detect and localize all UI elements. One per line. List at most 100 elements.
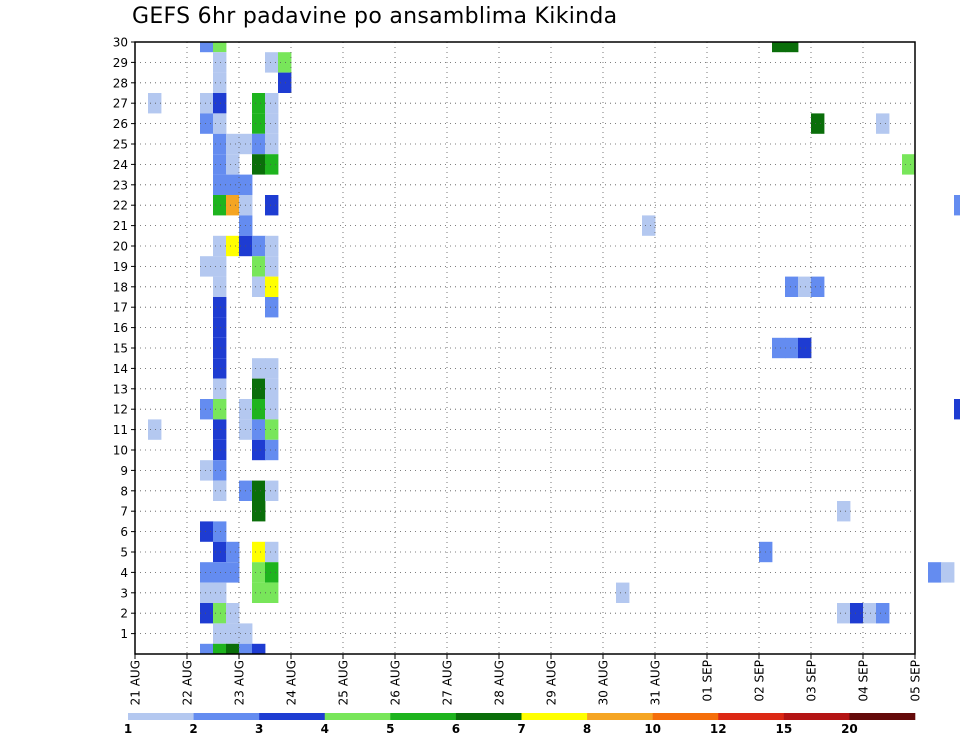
heatmap-cell [785,337,799,359]
x-tick-label: 25 AUG [337,660,351,705]
legend-swatch [390,713,457,720]
heatmap-cell [213,562,227,583]
heatmap-cell [252,93,266,114]
heatmap-cell [265,133,279,155]
heatmap-cell [252,358,266,379]
heatmap-cell [239,643,253,654]
heatmap-cell [213,174,227,195]
heatmap-cell [226,623,240,644]
heatmap-cell [226,643,240,654]
x-tick-label: 05 SEP [909,660,923,702]
y-tick-label: 24 [113,158,128,172]
heatmap-cell [213,317,227,338]
heatmap-cell [798,337,812,359]
heatmap-cell [278,52,292,73]
heatmap-cell [213,419,227,440]
heatmap-cell [265,562,279,583]
heatmap-cell [213,195,227,216]
color-legend: 1 2 3 4 5 6 7 8 10 12 15 20 [124,713,916,736]
heatmap-cell [213,399,227,420]
y-tick-label: 25 [113,138,128,152]
y-tick-label: 30 [113,36,128,50]
heatmap-cell [213,439,227,461]
heatmap-cell [941,562,955,583]
y-tick-label: 8 [120,484,128,498]
y-tick-label: 27 [113,97,128,111]
legend-label: 6 [452,722,460,736]
y-tick-label: 26 [113,117,128,131]
heatmap-cell [213,337,227,359]
y-tick-label: 21 [113,219,128,233]
heatmap-cell [200,399,214,420]
heatmap-cell [278,72,292,93]
heatmap-cell [252,113,266,134]
x-ticks-layer: 21 AUG 22 AUG 23 AUG 24 AUG 25 AUG 26 AUG 27 A… [129,654,923,705]
legend-swatch [587,713,653,720]
legend-swatch [455,713,522,720]
heatmap-cell [265,399,279,420]
y-tick-label: 3 [120,586,128,600]
y-tick-label: 2 [120,607,128,621]
heatmap-cell [928,562,942,583]
legend-swatch [193,713,260,720]
heatmap-cell [213,52,227,73]
heatmap-cell [200,603,214,624]
legend-swatch [259,713,326,720]
heatmap-cell [785,42,799,53]
x-tick-label: 29 AUG [545,660,559,705]
y-tick-label: 16 [113,321,128,335]
x-tick-label: 03 SEP [805,660,819,702]
heatmap-cell [265,419,279,440]
legend-label: 8 [583,722,591,736]
heatmap-cell [200,562,214,583]
heatmap-cell [213,582,227,603]
y-tick-label: 10 [113,444,128,458]
y-tick-label: 13 [113,382,128,396]
heatmap-cell [252,419,266,440]
heatmap-cell [863,603,877,624]
legend-label: 10 [644,722,661,736]
x-tick-label: 27 AUG [441,660,455,705]
heatmap-cell [226,235,240,257]
y-tick-label: 6 [120,525,128,539]
y-tick-label: 4 [120,566,128,580]
heatmap-cell [265,541,279,563]
heatmap-cell [954,195,960,216]
x-tick-label: 22 AUG [181,660,195,705]
heatmap-cell [265,439,279,461]
legend-label: 7 [517,722,525,736]
heatmap-cell [954,399,960,420]
heatmap-cell [200,582,214,603]
heatmap-cell [265,113,279,134]
y-tick-label: 11 [113,423,128,437]
heatmap-cell [200,643,214,654]
y-tick-label: 5 [120,546,128,560]
heatmap-cell [200,521,214,542]
heatmap-cell [772,42,786,53]
heatmap-cell [265,93,279,114]
heatmap-cell [200,113,214,134]
heatmap-cell [616,582,630,603]
x-tick-label: 23 AUG [233,660,247,705]
heatmap-cell [252,235,266,257]
heatmap-cell [265,358,279,379]
y-tick-label: 15 [113,342,128,356]
heatmap-cell [213,643,227,654]
y-tick-label: 19 [113,260,128,274]
heatmap-cell [265,235,279,257]
heatmap-cell [265,480,279,501]
heatmap-cell [213,358,227,379]
y-tick-label: 18 [113,280,128,294]
heatmap-cell [252,541,266,563]
x-tick-label: 04 SEP [857,660,871,702]
legend-label: 2 [189,722,197,736]
y-tick-label: 28 [113,76,128,90]
heatmap-cell [213,154,227,175]
y-tick-label: 29 [113,56,128,70]
heatmap-cell [213,276,227,297]
heatmap-cell [785,276,799,297]
heatmap-cell [213,133,227,155]
grid-layer [135,42,915,654]
heatmap-cell [148,419,162,440]
legend-swatch [718,713,785,720]
